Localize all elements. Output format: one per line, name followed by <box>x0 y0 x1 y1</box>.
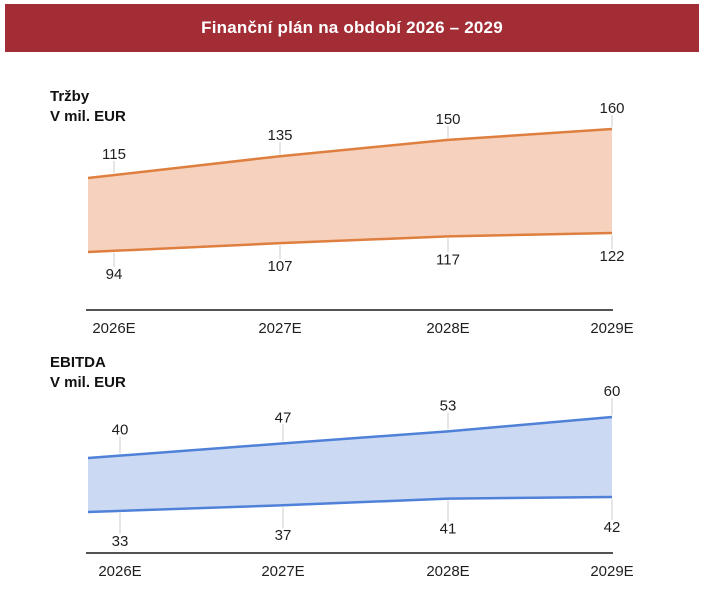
lower-value-label: 33 <box>112 533 129 550</box>
band-lower-line <box>87 495 613 514</box>
lower-value-label: 122 <box>599 248 624 265</box>
chart2-label-block: EBITDA V mil. EUR <box>50 353 270 393</box>
upper-value-label: 47 <box>275 409 292 426</box>
lower-value-label: 37 <box>275 527 292 544</box>
axis-tick-label: 2026E <box>98 563 141 580</box>
axis-tick-label: 2029E <box>590 320 633 337</box>
upper-value-label: 160 <box>599 100 624 117</box>
upper-value-label: 40 <box>112 422 129 439</box>
lower-value-label: 41 <box>440 521 457 538</box>
band-lower-line <box>87 231 613 254</box>
upper-value-label: 53 <box>440 397 457 414</box>
axis-tick-label: 2026E <box>92 320 135 337</box>
band-upper-line <box>87 415 613 460</box>
axis-tick-label: 2029E <box>590 563 633 580</box>
axis-tick-label: 2027E <box>258 320 301 337</box>
upper-value-label: 60 <box>604 383 621 400</box>
chart1-label-block: Tržby V mil. EUR <box>50 87 270 127</box>
axis-tick-label: 2028E <box>426 320 469 337</box>
axis-tick-label: 2027E <box>261 563 304 580</box>
chart2-subtitle: V mil. EUR <box>50 374 126 391</box>
chart1-title: Tržby <box>50 88 90 105</box>
lower-value-label: 42 <box>604 519 621 536</box>
band-upper-line <box>87 127 613 180</box>
chart2-title: EBITDA <box>50 354 106 371</box>
upper-value-label: 115 <box>102 146 126 163</box>
chart1-subtitle: V mil. EUR <box>50 108 126 125</box>
upper-value-label: 135 <box>267 127 292 144</box>
axis-tick-label: 2028E <box>426 563 469 580</box>
lower-value-label: 94 <box>106 266 123 283</box>
page-title: Finanční plán na období 2026 – 2029 <box>201 18 503 37</box>
lower-value-label: 117 <box>436 251 460 268</box>
band-area <box>88 417 612 512</box>
title-banner: Finanční plán na období 2026 – 2029 <box>5 4 699 52</box>
band-area <box>88 129 612 252</box>
lower-value-label: 107 <box>267 258 292 275</box>
upper-value-label: 150 <box>435 111 460 128</box>
